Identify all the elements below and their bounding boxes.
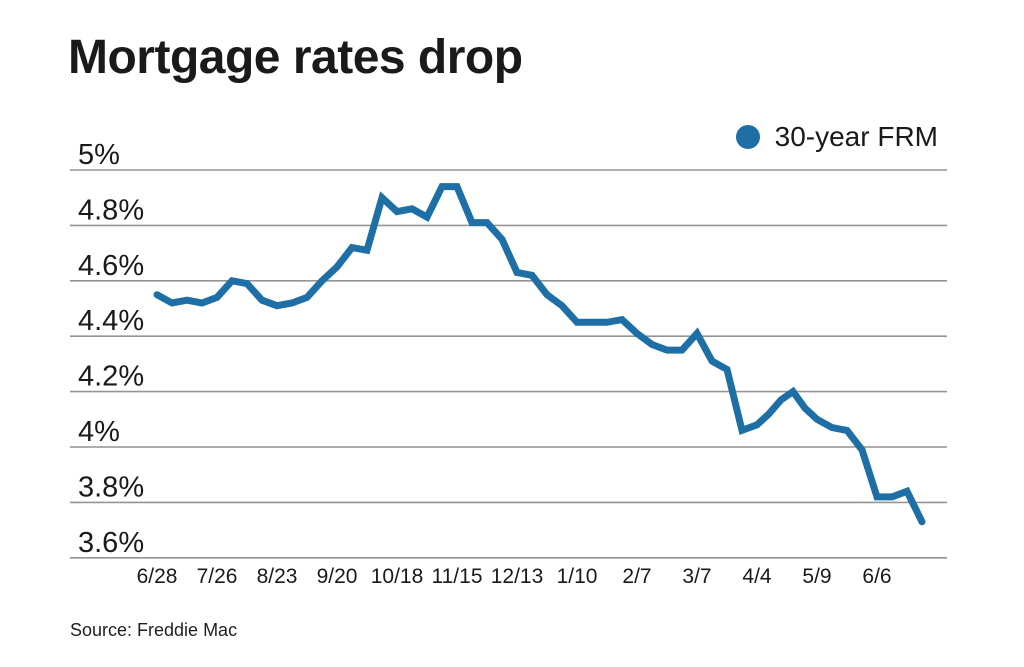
x-tick-label: 11/15: [432, 565, 483, 588]
x-tick-label: 1/10: [557, 565, 598, 588]
y-tick-label: 4.4%: [78, 305, 144, 337]
legend: 30-year FRM: [735, 121, 938, 153]
x-tick-label: 3/7: [682, 565, 711, 588]
x-tick-label: 7/26: [197, 565, 238, 588]
x-tick-label: 6/28: [137, 565, 178, 588]
legend-label: 30-year FRM: [774, 121, 938, 152]
x-tick-label: 4/4: [742, 565, 772, 588]
y-tick-label: 4.8%: [78, 194, 144, 226]
legend-dot-icon: [735, 125, 760, 149]
x-tick-label: 6/6: [862, 565, 891, 588]
x-tick-label: 10/18: [371, 565, 424, 588]
x-tick-label: 5/9: [802, 565, 831, 588]
y-tick-label: 4.2%: [78, 361, 144, 393]
x-tick-label: 2/7: [622, 565, 651, 588]
chart-title: Mortgage rates drop: [68, 31, 523, 84]
rate-line-series: [153, 183, 926, 526]
source-label: Source: Freddie Mac: [70, 620, 238, 640]
y-tick-label: 3.6%: [78, 527, 144, 559]
x-tick-label: 9/20: [317, 565, 358, 588]
y-tick-label: 4%: [78, 416, 120, 448]
x-tick-label: 12/13: [491, 565, 544, 588]
y-tick-label: 5%: [78, 139, 120, 171]
y-tick-label: 3.8%: [78, 471, 144, 503]
y-tick-label: 4.6%: [78, 250, 144, 282]
x-tick-label: 8/23: [257, 565, 298, 588]
